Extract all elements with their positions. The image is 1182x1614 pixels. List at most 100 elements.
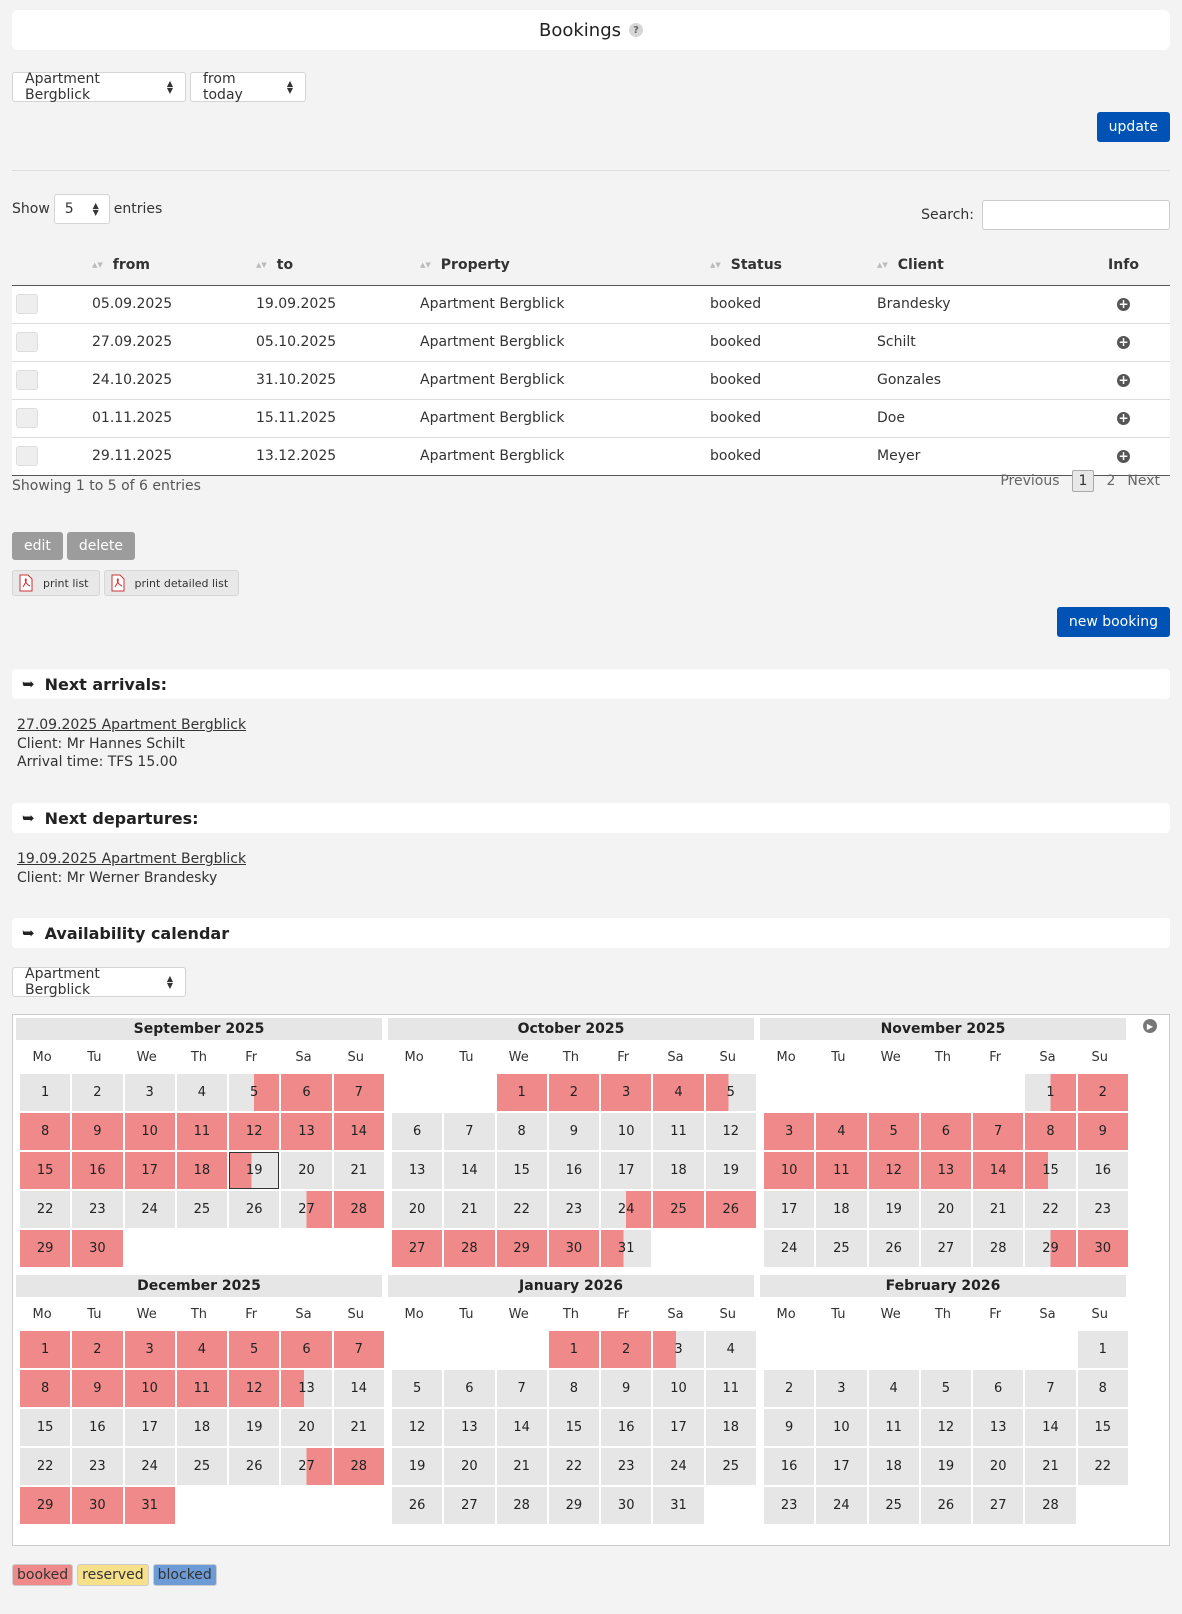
update-button[interactable]: update — [1096, 112, 1170, 142]
calendar-day[interactable]: 30 — [1077, 1230, 1128, 1267]
calendar-day[interactable]: 13 — [392, 1152, 443, 1189]
row-checkbox[interactable] — [12, 285, 92, 324]
calendar-day[interactable]: 24 — [124, 1191, 175, 1228]
calendar-day[interactable]: 15 — [1077, 1409, 1128, 1446]
calendar-day[interactable]: 30 — [72, 1230, 123, 1267]
calendar-day[interactable]: 27 — [920, 1230, 972, 1267]
calendar-day[interactable]: 7 — [444, 1113, 495, 1150]
row-checkbox-box[interactable] — [16, 408, 38, 428]
calendar-day[interactable]: 13 — [281, 1113, 332, 1150]
calendar-day[interactable]: 20 — [281, 1152, 332, 1189]
calendar-day[interactable]: 24 — [124, 1448, 175, 1485]
calendar-day[interactable]: 8 — [1025, 1113, 1076, 1150]
calendar-day[interactable]: 14 — [1025, 1409, 1076, 1446]
calendar-day[interactable]: 4 — [176, 1074, 228, 1111]
departure-link[interactable]: 19.09.2025 Apartment Bergblick — [17, 851, 247, 867]
calendar-day[interactable]: 5 — [229, 1074, 280, 1111]
calendar-day[interactable]: 13 — [973, 1409, 1024, 1446]
calendar-day[interactable]: 12 — [229, 1113, 280, 1150]
row-checkbox[interactable] — [12, 399, 92, 438]
calendar-day[interactable]: 26 — [868, 1230, 919, 1267]
calendar-day[interactable]: 13 — [444, 1409, 495, 1446]
calendar-day[interactable]: 28 — [333, 1191, 384, 1228]
calendar-day[interactable]: 17 — [124, 1152, 175, 1189]
calendar-day[interactable]: 9 — [601, 1370, 652, 1407]
calendar-day[interactable]: 4 — [176, 1331, 228, 1368]
calendar-day[interactable]: 3 — [124, 1331, 175, 1368]
calendar-day[interactable]: 8 — [20, 1370, 71, 1407]
calendar-day[interactable]: 18 — [176, 1152, 228, 1189]
row-checkbox-box[interactable] — [16, 294, 38, 314]
calendar-day[interactable]: 18 — [868, 1448, 919, 1485]
calendar-day[interactable]: 15 — [548, 1409, 600, 1446]
calendar-day[interactable]: 8 — [20, 1113, 71, 1150]
calendar-day[interactable]: 26 — [229, 1191, 280, 1228]
calendar-day[interactable]: 5 — [920, 1370, 972, 1407]
calendar-day[interactable]: 1 — [20, 1331, 71, 1368]
info-cell[interactable]: + — [1077, 437, 1170, 476]
calendar-day[interactable]: 16 — [764, 1448, 815, 1485]
calendar-day[interactable]: 31 — [601, 1230, 652, 1267]
calendar-day[interactable]: 14 — [333, 1370, 384, 1407]
property-select[interactable]: Apartment Bergblick ▲ ▼ — [12, 71, 186, 103]
calendar-day[interactable]: 21 — [333, 1152, 384, 1189]
calendar-day[interactable]: 22 — [20, 1448, 71, 1485]
calendar-day[interactable]: 2 — [72, 1074, 123, 1111]
calendar-day[interactable]: 29 — [548, 1487, 600, 1524]
calendar-day[interactable]: 12 — [868, 1152, 919, 1189]
calendar-day[interactable]: 10 — [601, 1113, 652, 1150]
calendar-day[interactable]: 21 — [496, 1448, 547, 1485]
calendar-day[interactable]: 1 — [1077, 1331, 1128, 1368]
calendar-day[interactable]: 19 — [920, 1448, 972, 1485]
edit-button[interactable]: edit — [12, 532, 63, 560]
calendar-day[interactable]: 26 — [392, 1487, 443, 1524]
calendar-day[interactable]: 14 — [496, 1409, 547, 1446]
calendar-day[interactable]: 18 — [816, 1191, 867, 1228]
calendar-day[interactable]: 9 — [764, 1409, 815, 1446]
search-input[interactable] — [982, 200, 1170, 230]
calendar-property-select[interactable]: Apartment Bergblick ▲ ▼ — [12, 966, 186, 998]
calendar-day[interactable]: 5 — [392, 1370, 443, 1407]
expand-plus-icon[interactable]: + — [1117, 449, 1130, 463]
row-checkbox-box[interactable] — [16, 332, 38, 352]
calendar-day[interactable]: 27 — [444, 1487, 495, 1524]
calendar-day[interactable]: 28 — [1025, 1487, 1076, 1524]
calendar-day[interactable]: 5 — [705, 1074, 756, 1111]
calendar-next-icon[interactable]: ▶ — [1143, 1019, 1157, 1033]
calendar-day[interactable]: 17 — [764, 1191, 815, 1228]
calendar-day[interactable]: 10 — [124, 1370, 175, 1407]
calendar-day[interactable]: 1 — [496, 1074, 547, 1111]
calendar-day[interactable]: 6 — [281, 1331, 332, 1368]
calendar-day[interactable]: 21 — [1025, 1448, 1076, 1485]
calendar-day[interactable]: 20 — [444, 1448, 495, 1485]
calendar-day[interactable]: 4 — [868, 1370, 919, 1407]
calendar-day[interactable]: 20 — [973, 1448, 1024, 1485]
delete-button[interactable]: delete — [66, 532, 135, 560]
calendar-day[interactable]: 25 — [176, 1191, 228, 1228]
date-range-select[interactable]: from today ▲ ▼ — [190, 71, 306, 103]
calendar-day[interactable]: 19 — [229, 1409, 280, 1446]
calendar-day[interactable]: 9 — [548, 1113, 600, 1150]
calendar-day[interactable]: 28 — [496, 1487, 547, 1524]
calendar-day[interactable]: 22 — [548, 1448, 600, 1485]
calendar-day[interactable]: 17 — [601, 1152, 652, 1189]
calendar-day[interactable]: 7 — [496, 1370, 547, 1407]
new-booking-button[interactable]: new booking — [1056, 607, 1170, 637]
calendar-day[interactable]: 12 — [229, 1370, 280, 1407]
calendar-day[interactable]: 29 — [20, 1487, 71, 1524]
calendar-day[interactable]: 25 — [176, 1448, 228, 1485]
calendar-day[interactable]: 15 — [1025, 1152, 1076, 1189]
calendar-day[interactable]: 19 — [392, 1448, 443, 1485]
calendar-day[interactable]: 23 — [601, 1448, 652, 1485]
table-row[interactable]: 29.11.2025 13.12.2025 Apartment Bergblick b… — [12, 437, 1170, 476]
calendar-day[interactable]: 7 — [333, 1074, 384, 1111]
calendar-day[interactable]: 22 — [496, 1191, 547, 1228]
calendar-day[interactable]: 31 — [124, 1487, 175, 1524]
calendar-day[interactable]: 3 — [601, 1074, 652, 1111]
calendar-day[interactable]: 21 — [333, 1409, 384, 1446]
calendar-day[interactable]: 23 — [548, 1191, 600, 1228]
calendar-day[interactable]: 28 — [333, 1448, 384, 1485]
calendar-day[interactable]: 15 — [20, 1409, 71, 1446]
calendar-day[interactable]: 1 — [20, 1074, 71, 1111]
calendar-day[interactable]: 5 — [868, 1113, 919, 1150]
